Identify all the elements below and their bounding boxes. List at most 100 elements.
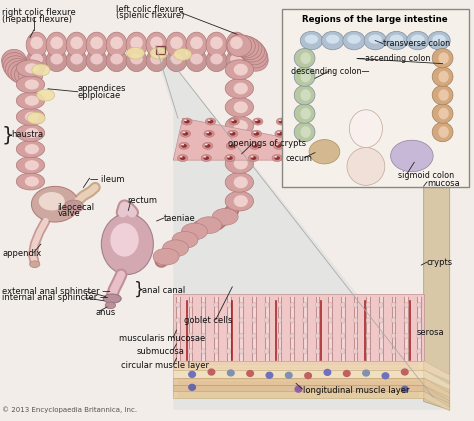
Ellipse shape	[276, 144, 279, 146]
Ellipse shape	[225, 60, 254, 80]
Ellipse shape	[64, 200, 83, 213]
Ellipse shape	[86, 50, 107, 72]
Ellipse shape	[231, 35, 255, 57]
Ellipse shape	[394, 144, 400, 148]
Text: appendices: appendices	[78, 84, 126, 93]
Ellipse shape	[110, 37, 123, 49]
Ellipse shape	[370, 144, 373, 146]
Ellipse shape	[106, 32, 127, 57]
Ellipse shape	[181, 144, 184, 146]
Polygon shape	[424, 385, 450, 404]
Text: internal anal sphincter —: internal anal sphincter —	[1, 293, 108, 302]
Ellipse shape	[264, 333, 269, 338]
Circle shape	[305, 373, 311, 378]
Polygon shape	[156, 54, 450, 410]
Ellipse shape	[206, 50, 227, 72]
Ellipse shape	[345, 156, 348, 157]
Ellipse shape	[239, 349, 244, 354]
Ellipse shape	[385, 31, 408, 50]
Text: ileocecal: ileocecal	[57, 203, 94, 212]
Ellipse shape	[392, 156, 398, 160]
Ellipse shape	[328, 333, 332, 338]
Ellipse shape	[227, 156, 230, 157]
Ellipse shape	[348, 132, 351, 133]
Ellipse shape	[182, 132, 188, 136]
Ellipse shape	[228, 144, 234, 148]
Ellipse shape	[180, 156, 185, 160]
Ellipse shape	[208, 120, 210, 121]
Ellipse shape	[225, 97, 254, 117]
Ellipse shape	[432, 35, 446, 44]
Ellipse shape	[324, 132, 327, 133]
Text: Regions of the large intestine: Regions of the large intestine	[302, 16, 448, 24]
Ellipse shape	[346, 130, 356, 137]
Ellipse shape	[407, 31, 429, 50]
Ellipse shape	[277, 333, 282, 338]
Ellipse shape	[303, 318, 307, 323]
Ellipse shape	[379, 318, 383, 323]
Ellipse shape	[231, 120, 237, 123]
Ellipse shape	[36, 89, 55, 101]
Text: — ileum: — ileum	[90, 175, 124, 184]
Ellipse shape	[354, 302, 358, 308]
Ellipse shape	[189, 318, 193, 323]
Ellipse shape	[91, 37, 103, 49]
Ellipse shape	[225, 116, 254, 136]
Ellipse shape	[244, 49, 268, 71]
Ellipse shape	[273, 142, 284, 149]
Ellipse shape	[91, 53, 103, 64]
Ellipse shape	[432, 85, 453, 105]
Text: right colic flexure: right colic flexure	[1, 8, 75, 17]
Ellipse shape	[239, 318, 244, 323]
Ellipse shape	[277, 302, 282, 308]
Ellipse shape	[176, 302, 180, 308]
Ellipse shape	[290, 302, 294, 308]
FancyBboxPatch shape	[173, 391, 424, 398]
Ellipse shape	[46, 50, 67, 72]
Ellipse shape	[276, 144, 282, 148]
Ellipse shape	[230, 53, 243, 64]
Ellipse shape	[11, 63, 36, 85]
Ellipse shape	[319, 155, 329, 162]
Ellipse shape	[231, 120, 234, 121]
Ellipse shape	[204, 130, 214, 137]
Circle shape	[324, 370, 331, 376]
Ellipse shape	[294, 104, 315, 123]
Ellipse shape	[391, 140, 433, 172]
Ellipse shape	[438, 71, 449, 83]
Ellipse shape	[150, 47, 168, 59]
Ellipse shape	[432, 48, 453, 68]
Ellipse shape	[172, 232, 198, 248]
Circle shape	[363, 370, 369, 376]
Ellipse shape	[276, 118, 287, 125]
Ellipse shape	[438, 52, 449, 64]
Ellipse shape	[150, 53, 163, 64]
Ellipse shape	[234, 157, 248, 170]
Ellipse shape	[150, 37, 163, 49]
Ellipse shape	[252, 302, 256, 308]
Ellipse shape	[393, 130, 403, 137]
Ellipse shape	[252, 144, 258, 148]
Ellipse shape	[179, 142, 189, 149]
Polygon shape	[173, 118, 450, 168]
Ellipse shape	[166, 50, 187, 72]
Ellipse shape	[349, 110, 383, 147]
Ellipse shape	[279, 120, 282, 121]
Ellipse shape	[182, 223, 208, 240]
Text: appendix: appendix	[2, 249, 41, 258]
Ellipse shape	[343, 155, 353, 162]
Ellipse shape	[25, 128, 39, 138]
Text: openings of crypts: openings of crypts	[228, 139, 306, 148]
Ellipse shape	[366, 349, 370, 354]
Ellipse shape	[26, 32, 47, 57]
Ellipse shape	[366, 318, 370, 323]
Ellipse shape	[230, 132, 233, 133]
Ellipse shape	[390, 155, 401, 162]
Ellipse shape	[227, 333, 231, 338]
Ellipse shape	[303, 349, 307, 354]
Ellipse shape	[438, 89, 449, 101]
Text: muscularis mucosae: muscularis mucosae	[119, 334, 205, 344]
Ellipse shape	[346, 144, 349, 146]
Ellipse shape	[438, 108, 449, 120]
Ellipse shape	[201, 333, 205, 338]
